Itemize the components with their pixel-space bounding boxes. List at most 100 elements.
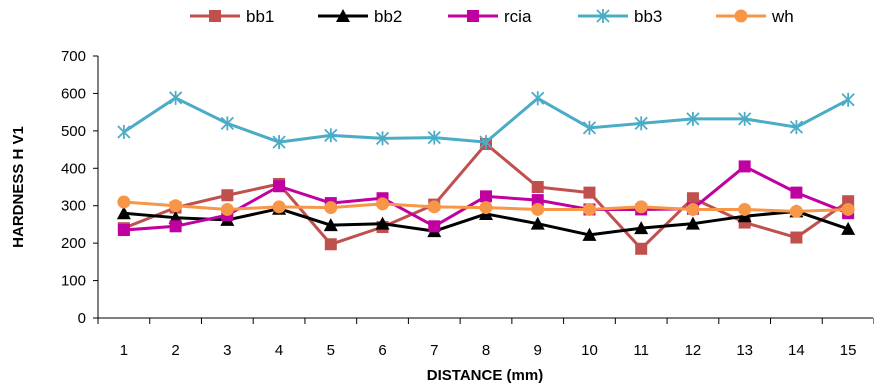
x-tick-label: 1 <box>120 342 128 359</box>
y-tick-label: 200 <box>61 235 86 252</box>
data-point-bb3 <box>272 135 286 150</box>
data-point-rcia <box>428 220 441 233</box>
x-tick-label: 7 <box>430 342 438 359</box>
data-point-wh <box>324 201 338 215</box>
series-layer <box>116 90 856 255</box>
x-tick-label: 6 <box>378 342 386 359</box>
data-point-bb1 <box>686 192 699 205</box>
legend-item-bb1: bb1 <box>190 7 274 26</box>
data-point-wh <box>738 202 752 216</box>
x-tick-label: 9 <box>534 342 542 359</box>
legend-marker-rcia <box>467 10 479 22</box>
data-point-bb2 <box>634 221 649 235</box>
y-tick-label: 300 <box>61 198 86 215</box>
legend-marker-bb3 <box>596 9 610 23</box>
data-point-bb3 <box>738 111 752 126</box>
x-tick-label: 15 <box>840 342 857 359</box>
y-axis-title: HARDNESS H V1 <box>10 126 27 248</box>
y-tick-label: 600 <box>61 85 86 102</box>
legend-marker-bb1 <box>209 10 221 22</box>
data-point-rcia <box>273 180 286 193</box>
data-point-bb1 <box>324 238 337 251</box>
data-point-bb1 <box>583 186 596 199</box>
data-point-bb2 <box>530 216 545 230</box>
x-tick-label: 13 <box>736 342 753 359</box>
legend-label: bb3 <box>634 7 662 26</box>
data-point-bb1 <box>790 231 803 244</box>
x-tick-label: 2 <box>171 342 179 359</box>
legend-item-rcia: rcia <box>448 7 532 26</box>
data-point-bb1 <box>531 181 544 193</box>
legend-item-wh: wh <box>716 7 794 26</box>
data-point-wh <box>686 202 700 216</box>
data-point-bb3 <box>168 90 183 105</box>
x-tick-label: 10 <box>581 342 598 359</box>
data-point-wh <box>841 202 855 216</box>
data-point-wh <box>789 204 803 218</box>
data-point-rcia <box>169 220 182 233</box>
data-point-bb3 <box>117 124 131 139</box>
y-tick-label: 100 <box>61 273 86 290</box>
data-point-wh <box>376 197 390 211</box>
series-wh <box>117 195 855 218</box>
y-tick-label: 700 <box>61 48 86 65</box>
data-point-wh <box>582 202 596 216</box>
series-bb3 <box>117 90 855 150</box>
data-point-bb1 <box>635 242 648 255</box>
y-tick-label: 400 <box>61 160 86 177</box>
y-tick-label: 0 <box>78 310 86 327</box>
data-point-wh <box>479 201 493 215</box>
data-point-bb2 <box>323 218 338 232</box>
x-tick-label: 8 <box>482 342 490 359</box>
data-point-bb3 <box>479 135 493 150</box>
data-point-bb3 <box>427 130 441 145</box>
x-tick-label: 5 <box>327 342 335 359</box>
legend-marker-wh <box>734 9 748 23</box>
data-point-bb3 <box>220 116 234 131</box>
legend-item-bb3: bb3 <box>578 7 662 26</box>
data-point-bb3 <box>582 120 597 135</box>
data-point-bb3 <box>634 116 648 131</box>
data-point-rcia <box>531 194 544 207</box>
data-point-bb2 <box>582 227 597 241</box>
data-point-bb3 <box>841 92 855 107</box>
x-axis-title: DISTANCE (mm) <box>427 367 543 384</box>
legend-label: bb1 <box>246 7 274 26</box>
data-point-rcia <box>480 190 492 203</box>
y-tick-label: 500 <box>61 123 86 140</box>
data-point-bb3 <box>789 120 804 135</box>
data-point-rcia <box>117 224 130 237</box>
data-point-bb2 <box>375 216 390 230</box>
data-point-rcia <box>790 186 803 199</box>
x-tick-label: 12 <box>685 342 702 359</box>
data-point-bb2 <box>841 221 856 235</box>
legend-marker-bb2 <box>336 9 350 22</box>
x-tick-label: 14 <box>788 342 805 359</box>
data-point-bb3 <box>686 111 700 126</box>
data-point-bb3 <box>324 128 338 143</box>
x-tick-label: 4 <box>275 342 283 359</box>
data-point-rcia <box>738 160 751 173</box>
x-tick-label: 11 <box>633 342 649 359</box>
data-point-bb1 <box>221 189 234 202</box>
legend-label: rcia <box>504 7 532 26</box>
x-tick-label: 3 <box>223 342 231 359</box>
legend-item-bb2: bb2 <box>318 7 402 26</box>
data-point-wh <box>117 195 131 209</box>
data-point-wh <box>531 202 545 216</box>
data-point-wh <box>427 200 441 214</box>
data-point-wh <box>634 200 648 214</box>
data-point-bb3 <box>375 131 390 146</box>
legend-label: wh <box>771 7 794 26</box>
data-point-wh <box>169 199 183 213</box>
data-point-bb2 <box>116 206 131 220</box>
legend-label: bb2 <box>374 7 402 26</box>
data-point-wh <box>272 200 286 214</box>
legend: bb1 bb2 rcia bb3 wh <box>190 7 794 26</box>
data-point-bb2 <box>685 216 700 230</box>
data-point-wh <box>220 202 234 216</box>
data-point-bb3 <box>531 91 545 106</box>
